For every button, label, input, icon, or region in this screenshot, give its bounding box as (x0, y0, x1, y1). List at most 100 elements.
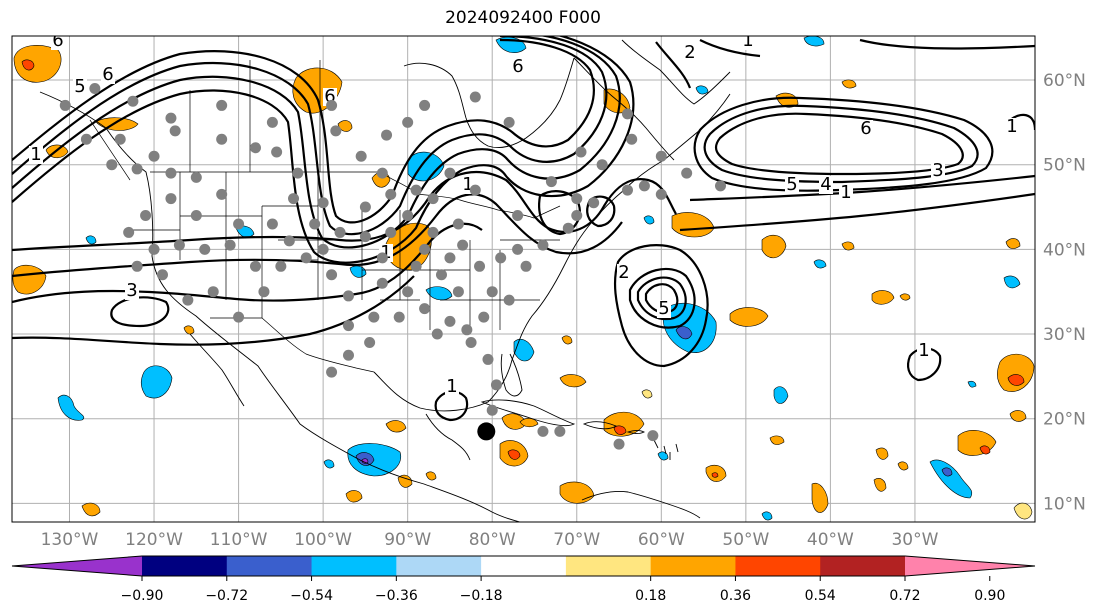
colorbar-tick-label: −0.18 (460, 588, 503, 604)
lon-tick-label: 40°W (807, 530, 854, 550)
anomaly-positive (183, 325, 195, 335)
anomaly-negative (773, 386, 789, 404)
contour-label: 6 (512, 56, 523, 77)
colorbar-tick-label: −0.54 (290, 588, 333, 604)
station-dot (233, 218, 245, 230)
station-dot (419, 99, 431, 111)
contour-line (636, 276, 687, 321)
lon-tick-label: 80°W (469, 530, 516, 550)
anomaly-positive (13, 45, 62, 83)
station-dot (427, 226, 439, 238)
station-dot (355, 150, 367, 162)
station-dot (334, 226, 346, 238)
station-dot (571, 209, 583, 221)
station-dot (647, 430, 659, 442)
contour-line (628, 267, 696, 329)
anomaly-negative (85, 235, 97, 245)
station-dot (431, 328, 443, 340)
contour-label: 2 (618, 262, 629, 283)
contour-label: 6 (324, 86, 335, 107)
contour-label: 1 (30, 144, 41, 165)
station-dot (621, 184, 633, 196)
contour-label-bg (101, 66, 115, 84)
station-dot (655, 188, 667, 200)
contour-line (613, 244, 709, 368)
contour-label-bg (617, 264, 631, 282)
station-dot (385, 226, 397, 238)
station-dot (326, 269, 338, 281)
station-dot (393, 311, 405, 323)
station-dot (402, 209, 414, 221)
lon-tick-label: 60°W (638, 530, 685, 550)
contour-label: 1 (918, 340, 929, 361)
lat-tick-label: 30°N (1043, 325, 1086, 345)
station-dot (444, 167, 456, 179)
station-dot (114, 133, 126, 145)
station-dot (216, 99, 228, 111)
station-dot (131, 163, 143, 175)
anomaly-negative (657, 451, 669, 461)
contour-line (538, 190, 581, 236)
station-dot (148, 150, 160, 162)
anomaly-negative (347, 443, 402, 477)
anomaly-positive (897, 461, 909, 471)
station-dot (478, 311, 490, 323)
anomaly-positive (761, 234, 787, 259)
anomaly-positive (21, 59, 35, 71)
island-cuba (480, 399, 576, 427)
station-dot (140, 209, 152, 221)
station-dot (520, 260, 532, 272)
gridlines (12, 36, 1035, 522)
station-dot (216, 133, 228, 145)
colorbar-tick-label: 0.54 (805, 588, 836, 604)
contour-label-bg (1005, 118, 1019, 136)
station-dot (621, 108, 633, 120)
contour-label-bg (51, 36, 65, 50)
contour-line (586, 195, 616, 228)
contour-label: 4 (820, 174, 831, 195)
latitude-tick-labels: 60°N 50°N 40°N 30°N 20°N 10°N (1043, 71, 1086, 514)
station-dot (292, 167, 304, 179)
contour-label: 3 (126, 280, 137, 301)
anomaly-negative (425, 286, 453, 301)
station-dot (376, 252, 388, 264)
anomaly-positive (841, 241, 855, 251)
station-dot (457, 239, 469, 251)
lat-tick-label: 50°N (1043, 156, 1086, 176)
station-dot (364, 337, 376, 349)
station-dot (469, 91, 481, 103)
station-dot (342, 320, 354, 332)
lon-tick-label: 130°W (41, 530, 99, 550)
anomaly-positive (1009, 410, 1027, 422)
storm-center-marker (477, 422, 496, 441)
station-dot (537, 239, 549, 251)
station-dot (330, 125, 342, 137)
colorbar-segment (650, 556, 736, 576)
anomaly-negative (57, 394, 85, 421)
anomaly-negative (941, 467, 953, 477)
station-dot (266, 218, 278, 230)
colorbar-segment (142, 556, 228, 576)
contour-line (689, 174, 1035, 202)
station-dot (148, 243, 160, 255)
island-puerto-rico (626, 430, 646, 434)
contour-label: 1 (742, 30, 753, 51)
colorbar-tick-label: −0.90 (121, 588, 164, 604)
station-dot (317, 197, 329, 209)
colorbar-tick-label: 0.18 (635, 588, 666, 604)
station-dot (190, 209, 202, 221)
contour-label: 5 (74, 76, 85, 97)
contour-label-bg (125, 282, 139, 300)
contour-label-bg (819, 176, 833, 194)
station-dot (461, 324, 473, 336)
lat-tick-label: 60°N (1043, 71, 1086, 91)
station-dot (288, 193, 300, 205)
station-dot (258, 286, 270, 298)
anomaly-positive (519, 418, 539, 428)
station-dot (106, 159, 118, 171)
contour-line (693, 96, 994, 192)
anomaly-positive (1005, 238, 1021, 249)
station-dot (486, 404, 498, 416)
contour-label: 1 (462, 174, 473, 195)
